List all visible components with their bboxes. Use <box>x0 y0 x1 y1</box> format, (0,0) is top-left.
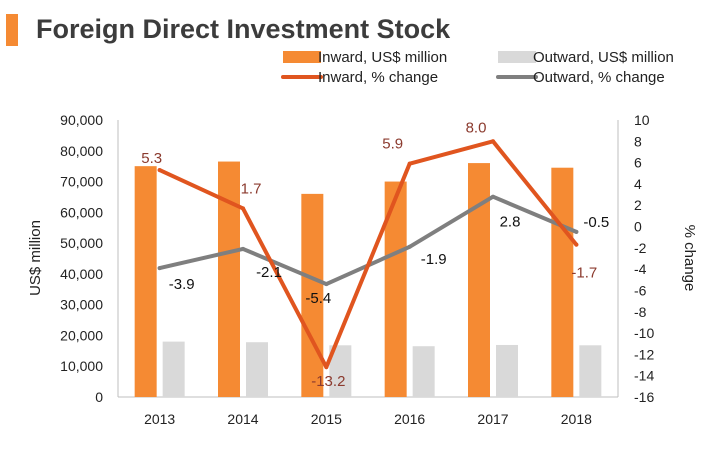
bar-inward <box>468 163 490 397</box>
y-tick-label: 50,000 <box>60 235 103 251</box>
y2-tick-label: -14 <box>634 368 654 384</box>
outward-pct-label: -3.9 <box>169 276 195 293</box>
line-inward-pct-point <box>491 139 495 144</box>
y-tick-label: 80,000 <box>60 143 103 159</box>
inward-pct-label: 5.9 <box>382 136 403 153</box>
line-inward-pct-point <box>574 242 579 247</box>
y2-tick-label: 4 <box>634 176 642 192</box>
title-accent-bar <box>6 14 18 46</box>
bar-inward <box>218 161 240 397</box>
y2-tick-label: 2 <box>634 197 642 213</box>
y2-tick-label: 6 <box>634 155 642 171</box>
bar-inward <box>134 166 157 397</box>
y-axis-title: US$ million <box>27 220 44 296</box>
y2-tick-label: 10 <box>634 112 650 128</box>
y-tick-label: 60,000 <box>60 204 103 220</box>
y-tick-label: 0 <box>95 389 103 405</box>
bar-outward <box>496 344 518 397</box>
line-inward-pct-point <box>241 206 245 211</box>
legend-swatch-inward-bar <box>283 51 321 63</box>
bar-inward <box>301 193 324 397</box>
legend-label: Outward, % change <box>533 69 665 86</box>
chart-title: Foreign Direct Investment Stock <box>36 14 451 44</box>
line-inward-pct-point <box>157 168 162 173</box>
inward-pct-label: 5.3 <box>141 150 162 167</box>
y2-tick-label: 0 <box>634 219 642 235</box>
y2-tick-label: -12 <box>634 346 654 362</box>
y2-axis-title: % change <box>681 225 698 292</box>
y2-tick-label: -8 <box>634 304 647 320</box>
line-inward-pct <box>157 139 579 370</box>
legend-swatch-outward-bar <box>498 51 536 63</box>
x-tick-label: 2015 <box>311 411 342 427</box>
outward-pct-label: -1.9 <box>421 251 447 268</box>
y-tick-label: 10,000 <box>60 358 103 374</box>
y2-tick-label: -16 <box>634 389 654 405</box>
y-tick-label: 30,000 <box>60 297 103 313</box>
line-outward-pct-point <box>241 246 245 251</box>
legend-label: Inward, % change <box>318 69 438 86</box>
outward-pct-label: 2.8 <box>500 214 521 231</box>
legend-label: Inward, US$ million <box>318 49 447 66</box>
y2-tick-label: -2 <box>634 240 647 256</box>
outward-pct-label: -2.1 <box>256 264 282 281</box>
bar-outward <box>412 346 435 397</box>
y-tick-label: 20,000 <box>60 327 103 343</box>
y2-tick-label: -10 <box>634 325 654 341</box>
outward-pct-label: -5.4 <box>305 290 331 307</box>
line-inward-pct-point <box>407 161 412 166</box>
line-outward-pct-point <box>491 194 495 199</box>
x-tick-label: 2016 <box>394 411 425 427</box>
bar-outward <box>329 345 352 397</box>
outward-pct-label: -0.5 <box>583 214 609 231</box>
y2-tick-label: -6 <box>634 282 647 298</box>
x-tick-label: 2018 <box>561 411 592 427</box>
inward-pct-label: -1.7 <box>571 265 597 282</box>
y2-tick-label: -4 <box>634 261 647 277</box>
inward-pct-label: 1.7 <box>241 180 262 197</box>
bar-inward <box>384 181 407 397</box>
inward-pct-label: -13.2 <box>311 373 345 390</box>
x-tick-label: 2017 <box>477 411 508 427</box>
bar-outward <box>579 345 602 397</box>
y-tick-label: 90,000 <box>60 112 103 128</box>
line-outward-pct-point <box>157 266 162 271</box>
chart-header: Foreign Direct Investment Stock <box>0 12 701 46</box>
y2-tick-label: 8 <box>634 133 642 149</box>
legend-label: Outward, US$ million <box>533 49 674 66</box>
y-tick-label: 40,000 <box>60 266 103 282</box>
y-tick-label: 70,000 <box>60 174 103 190</box>
line-outward-pct-point <box>407 244 412 249</box>
line-outward-pct-point <box>324 282 329 287</box>
x-tick-label: 2013 <box>144 411 175 427</box>
x-tick-label: 2014 <box>227 411 258 427</box>
bar-outward <box>162 341 185 397</box>
line-inward-pct-point <box>324 365 329 370</box>
inward-pct-label: 8.0 <box>466 119 487 136</box>
line-outward-pct-point <box>574 229 579 234</box>
bar-inward <box>551 167 574 397</box>
bar-outward <box>246 342 268 397</box>
